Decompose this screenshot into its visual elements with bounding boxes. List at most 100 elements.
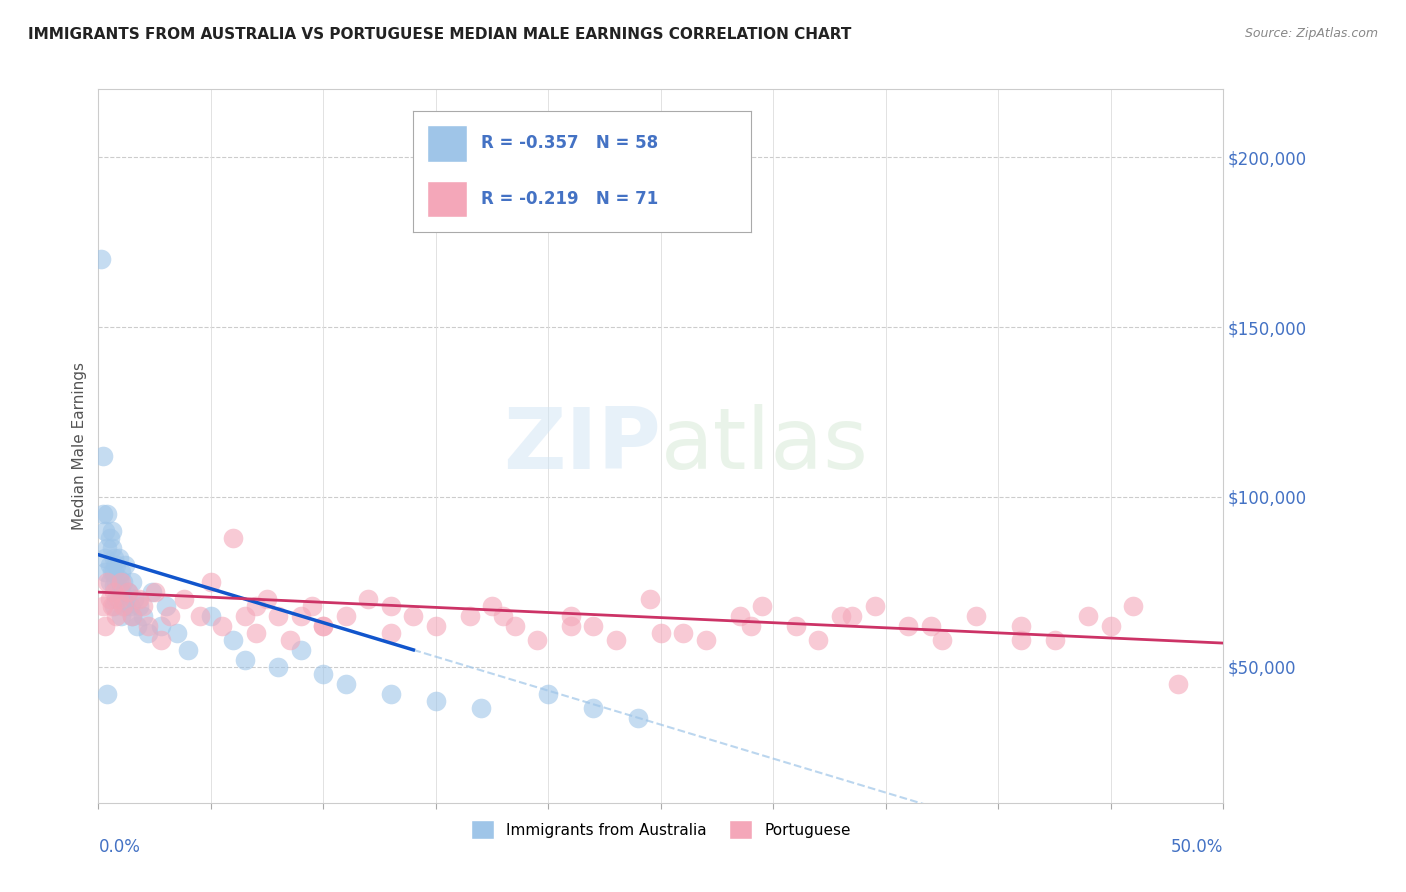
Point <box>200 574 222 589</box>
Point <box>470 700 492 714</box>
Point <box>301 599 323 613</box>
Point <box>103 599 125 613</box>
Point <box>785 619 807 633</box>
Point <box>503 619 526 633</box>
Point <box>841 608 863 623</box>
Point <box>101 524 124 538</box>
Point <box>110 565 132 579</box>
Point <box>103 565 125 579</box>
Point <box>121 574 143 589</box>
Point <box>94 619 117 633</box>
Point <box>222 632 245 647</box>
Point <box>136 626 159 640</box>
Text: ZIP: ZIP <box>503 404 661 488</box>
Point <box>96 687 118 701</box>
Legend: Immigrants from Australia, Portuguese: Immigrants from Australia, Portuguese <box>464 814 858 845</box>
Point <box>177 643 200 657</box>
Text: Source: ZipAtlas.com: Source: ZipAtlas.com <box>1244 27 1378 40</box>
Point <box>96 541 118 555</box>
Point <box>117 585 139 599</box>
Point <box>425 694 447 708</box>
Point <box>166 626 188 640</box>
Point <box>94 524 117 538</box>
Point <box>807 632 830 647</box>
Point <box>91 599 114 613</box>
Point <box>380 687 402 701</box>
Point <box>1167 677 1189 691</box>
Point <box>425 619 447 633</box>
Point <box>965 608 987 623</box>
Point <box>267 608 290 623</box>
Point <box>128 591 150 606</box>
Point <box>107 551 129 566</box>
Point <box>740 619 762 633</box>
Point <box>155 599 177 613</box>
Point <box>173 591 195 606</box>
Y-axis label: Median Male Earnings: Median Male Earnings <box>72 362 87 530</box>
Point <box>114 558 136 572</box>
Point <box>150 619 173 633</box>
Point <box>458 608 481 623</box>
Point <box>114 599 136 613</box>
Point <box>132 608 155 623</box>
Point <box>121 608 143 623</box>
Point <box>103 551 125 566</box>
Point <box>560 619 582 633</box>
Point <box>830 608 852 623</box>
Point <box>105 591 128 606</box>
Point <box>638 591 661 606</box>
Point <box>863 599 886 613</box>
Point <box>136 619 159 633</box>
Point <box>650 626 672 640</box>
Point <box>90 252 112 266</box>
Point <box>492 608 515 623</box>
Point <box>188 608 211 623</box>
Point <box>897 619 920 633</box>
Point <box>110 585 132 599</box>
Point <box>605 632 627 647</box>
Point <box>1010 632 1032 647</box>
Point <box>481 599 503 613</box>
Point <box>312 666 335 681</box>
Point <box>125 619 148 633</box>
Point <box>141 585 163 599</box>
Text: 50.0%: 50.0% <box>1171 838 1223 856</box>
Point <box>526 632 548 647</box>
Point <box>128 599 150 613</box>
Point <box>91 507 114 521</box>
Text: IMMIGRANTS FROM AUSTRALIA VS PORTUGUESE MEDIAN MALE EARNINGS CORRELATION CHART: IMMIGRANTS FROM AUSTRALIA VS PORTUGUESE … <box>28 27 852 42</box>
Point <box>118 599 141 613</box>
Point <box>233 608 256 623</box>
Point <box>672 626 695 640</box>
Point <box>101 565 124 579</box>
Point <box>1122 599 1144 613</box>
Point <box>245 599 267 613</box>
Point <box>101 541 124 555</box>
Point <box>94 551 117 566</box>
Point <box>117 585 139 599</box>
Point <box>98 574 121 589</box>
Point <box>267 660 290 674</box>
Point <box>312 619 335 633</box>
Point <box>121 608 143 623</box>
Point <box>537 687 560 701</box>
Point <box>98 591 121 606</box>
Text: atlas: atlas <box>661 404 869 488</box>
Point <box>1010 619 1032 633</box>
Point <box>98 531 121 545</box>
Point <box>200 608 222 623</box>
Point <box>107 591 129 606</box>
Point <box>920 619 942 633</box>
Text: 0.0%: 0.0% <box>98 838 141 856</box>
Point <box>211 619 233 633</box>
Point <box>1099 619 1122 633</box>
Point <box>290 608 312 623</box>
Point <box>582 619 605 633</box>
Point <box>91 449 114 463</box>
Point <box>101 599 124 613</box>
Point <box>105 608 128 623</box>
Point <box>402 608 425 623</box>
Point <box>751 599 773 613</box>
Point <box>627 711 650 725</box>
Point <box>103 578 125 592</box>
